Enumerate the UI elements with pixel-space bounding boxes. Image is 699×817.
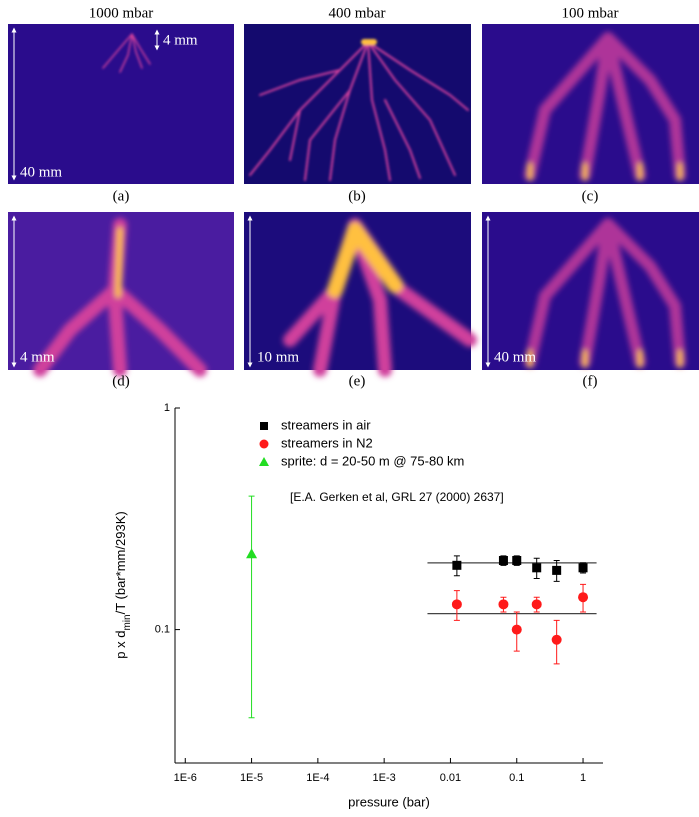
- legend-label: streamers in N2: [281, 435, 373, 450]
- marker: [498, 556, 508, 566]
- scale-label: 40 mm: [494, 349, 536, 365]
- x-tick-label: 0.01: [440, 772, 461, 784]
- legend-marker: [260, 422, 268, 430]
- legend-label: streamers in air: [281, 417, 371, 432]
- y-label-part: /T (bar*mm/293K): [113, 511, 128, 614]
- panel-b: [244, 24, 471, 184]
- x-tick-label: 1E-6: [174, 772, 197, 784]
- panel-d: 4 mm: [8, 212, 234, 377]
- panel-caption: (a): [113, 188, 130, 204]
- marker: [246, 548, 258, 559]
- x-tick-label: 1E-3: [373, 772, 396, 784]
- panel-caption: (f): [583, 373, 598, 389]
- scale-label: 10 mm: [257, 349, 299, 365]
- y-label-part: p x d: [113, 631, 128, 659]
- scale-label: 40 mm: [20, 164, 62, 180]
- panel-c: [482, 24, 699, 184]
- marker: [551, 634, 562, 645]
- marker: [452, 560, 462, 570]
- marker: [578, 592, 589, 603]
- panel-caption: (c): [582, 188, 599, 204]
- x-tick-label: 1E-5: [240, 772, 263, 784]
- x-tick-label: 1: [580, 772, 586, 784]
- panel-f: 40 mm: [482, 212, 699, 370]
- panel-a: 4 mm 40 mm: [8, 24, 234, 184]
- legend-marker: [259, 439, 269, 449]
- x-tick-label: 1E-4: [306, 772, 329, 784]
- error-bar: [248, 495, 255, 719]
- annotation: [E.A. Gerken et al, GRL 27 (2000) 2637]: [290, 490, 504, 504]
- y-tick-label: 1: [164, 402, 170, 414]
- marker: [578, 563, 588, 573]
- x-axis-label: pressure (bar): [348, 794, 430, 809]
- marker: [511, 624, 522, 635]
- marker: [512, 556, 522, 566]
- marker: [532, 563, 542, 573]
- legend-label: sprite: d = 20-50 m @ 75-80 km: [281, 453, 464, 468]
- y-label-sub: min: [122, 614, 133, 630]
- marker: [552, 565, 562, 575]
- marker: [498, 599, 509, 610]
- scale-label: 4 mm: [20, 349, 55, 365]
- panel-e: 10 mm: [244, 212, 477, 377]
- marker: [531, 599, 542, 610]
- panel-title: 100 mbar: [561, 5, 618, 21]
- x-tick-label: 0.1: [509, 772, 524, 784]
- scale-label: 4 mm: [163, 32, 198, 48]
- panel-title: 1000 mbar: [89, 5, 154, 21]
- marker: [451, 599, 462, 610]
- panel-caption: (d): [112, 373, 130, 389]
- panel-caption: (e): [349, 373, 366, 389]
- y-tick-label: 0.1: [155, 623, 170, 635]
- y-axis-label: p x dmin/T (bar*mm/293K): [113, 511, 133, 658]
- panel-caption: (b): [348, 188, 366, 204]
- panel-title: 400 mbar: [328, 5, 385, 21]
- legend-marker: [259, 457, 269, 466]
